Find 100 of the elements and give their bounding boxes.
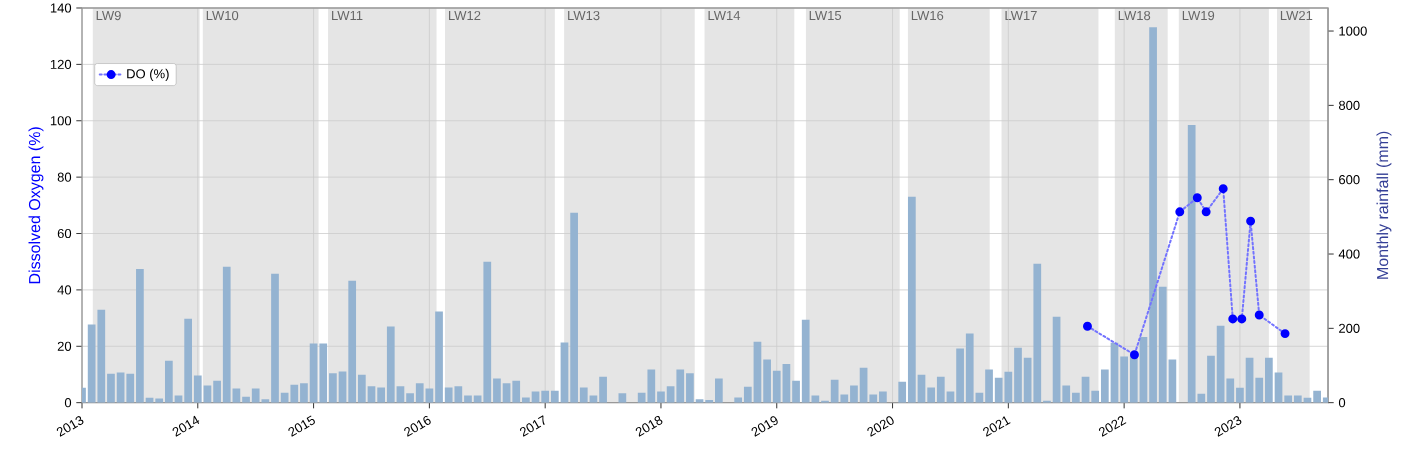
band-label: LW13 [568,10,600,21]
bar [1100,369,1109,403]
bar [1052,316,1061,403]
band-label: LW10 [206,10,239,21]
band-label: LW16 [911,10,944,21]
bar [1120,356,1128,403]
bar [676,369,685,403]
y2-tick-label: 0 [1338,398,1346,408]
x-tick-label: 2015 [288,415,315,437]
bar [927,387,935,403]
bar [164,360,173,403]
bar [1322,397,1329,403]
y2-tick-label: 200 [1339,323,1360,333]
bar [541,390,550,403]
bar [319,343,328,403]
bar [126,373,135,403]
bar [907,196,916,403]
band-label: LW9 [96,10,121,21]
bar [956,348,964,403]
bar [898,381,907,403]
y-tick-label: 140 [50,3,72,13]
y2-tick-label: 1000 [1339,26,1367,36]
bar [1149,27,1157,403]
bar [222,266,231,403]
bar [869,394,878,403]
bar [348,280,357,403]
point [1228,314,1238,324]
bar [1236,387,1244,403]
x-tick-label: 2020 [867,416,894,437]
bar [406,393,414,403]
bar [483,261,492,403]
bar [1207,355,1215,403]
bar [193,375,202,403]
bar [136,268,144,403]
bar [1313,390,1321,403]
band-label: LW11 [332,10,363,20]
bar [579,387,588,403]
bar [715,378,723,403]
point [1218,184,1228,194]
bar [213,380,221,403]
band-label: LW21 [1280,10,1313,21]
band-label: LW14 [708,10,741,20]
point [1201,207,1211,217]
point [1083,321,1092,331]
bar [743,386,752,403]
bar [560,342,569,403]
bar [522,397,530,403]
bar [686,373,694,403]
bar [985,369,993,403]
y-tick-label: 100 [50,116,72,126]
point [1254,310,1264,320]
bar [657,391,665,403]
bar [415,383,424,403]
point [1280,329,1290,339]
legend-label: DO (%) [127,68,169,81]
bar [550,390,559,403]
x-tick-label: 2017 [519,415,545,437]
bar [599,376,607,403]
bar [1072,392,1080,403]
bar [300,383,308,403]
x-tick-label: 2023 [1214,416,1242,437]
band-label: LW18 [1118,10,1151,21]
bar [792,380,800,403]
y2-tick-label: 600 [1339,175,1360,185]
bar [1129,354,1138,403]
band-label: LW17 [1005,10,1037,20]
x-tick-label: 2021 [983,416,1011,437]
bar [763,359,771,403]
bar [377,387,385,403]
bar [1265,357,1273,403]
x-tick-label: 2018 [635,416,663,437]
y2-tick-label: 400 [1338,249,1360,259]
bar [936,376,945,403]
bar [435,311,443,403]
bar [734,397,743,403]
y2-tick-label: 800 [1338,100,1360,110]
bar [850,385,858,403]
y-tick-label: 40 [57,285,72,295]
point [1130,350,1139,360]
point [1175,207,1185,217]
x-tick-label: 2016 [404,416,431,437]
bar [271,273,279,403]
band-label: LW12 [449,10,481,21]
x-tick-label: 2019 [751,416,778,437]
bar [879,391,887,403]
bar [512,380,521,403]
y2-axis-title: Monthly rainfall (mm) [1376,131,1392,279]
y-tick-label: 0 [64,398,72,408]
bar [1255,377,1264,403]
bar [1062,385,1071,403]
bar [1158,286,1167,403]
y-tick-label: 60 [57,228,72,239]
x-tick-label: 2013 [56,416,84,437]
bar [1014,347,1022,403]
point [1237,314,1247,324]
bar [493,378,501,403]
bar [1216,325,1225,403]
bar [329,373,337,403]
point [1192,193,1202,203]
bar [1226,378,1235,403]
